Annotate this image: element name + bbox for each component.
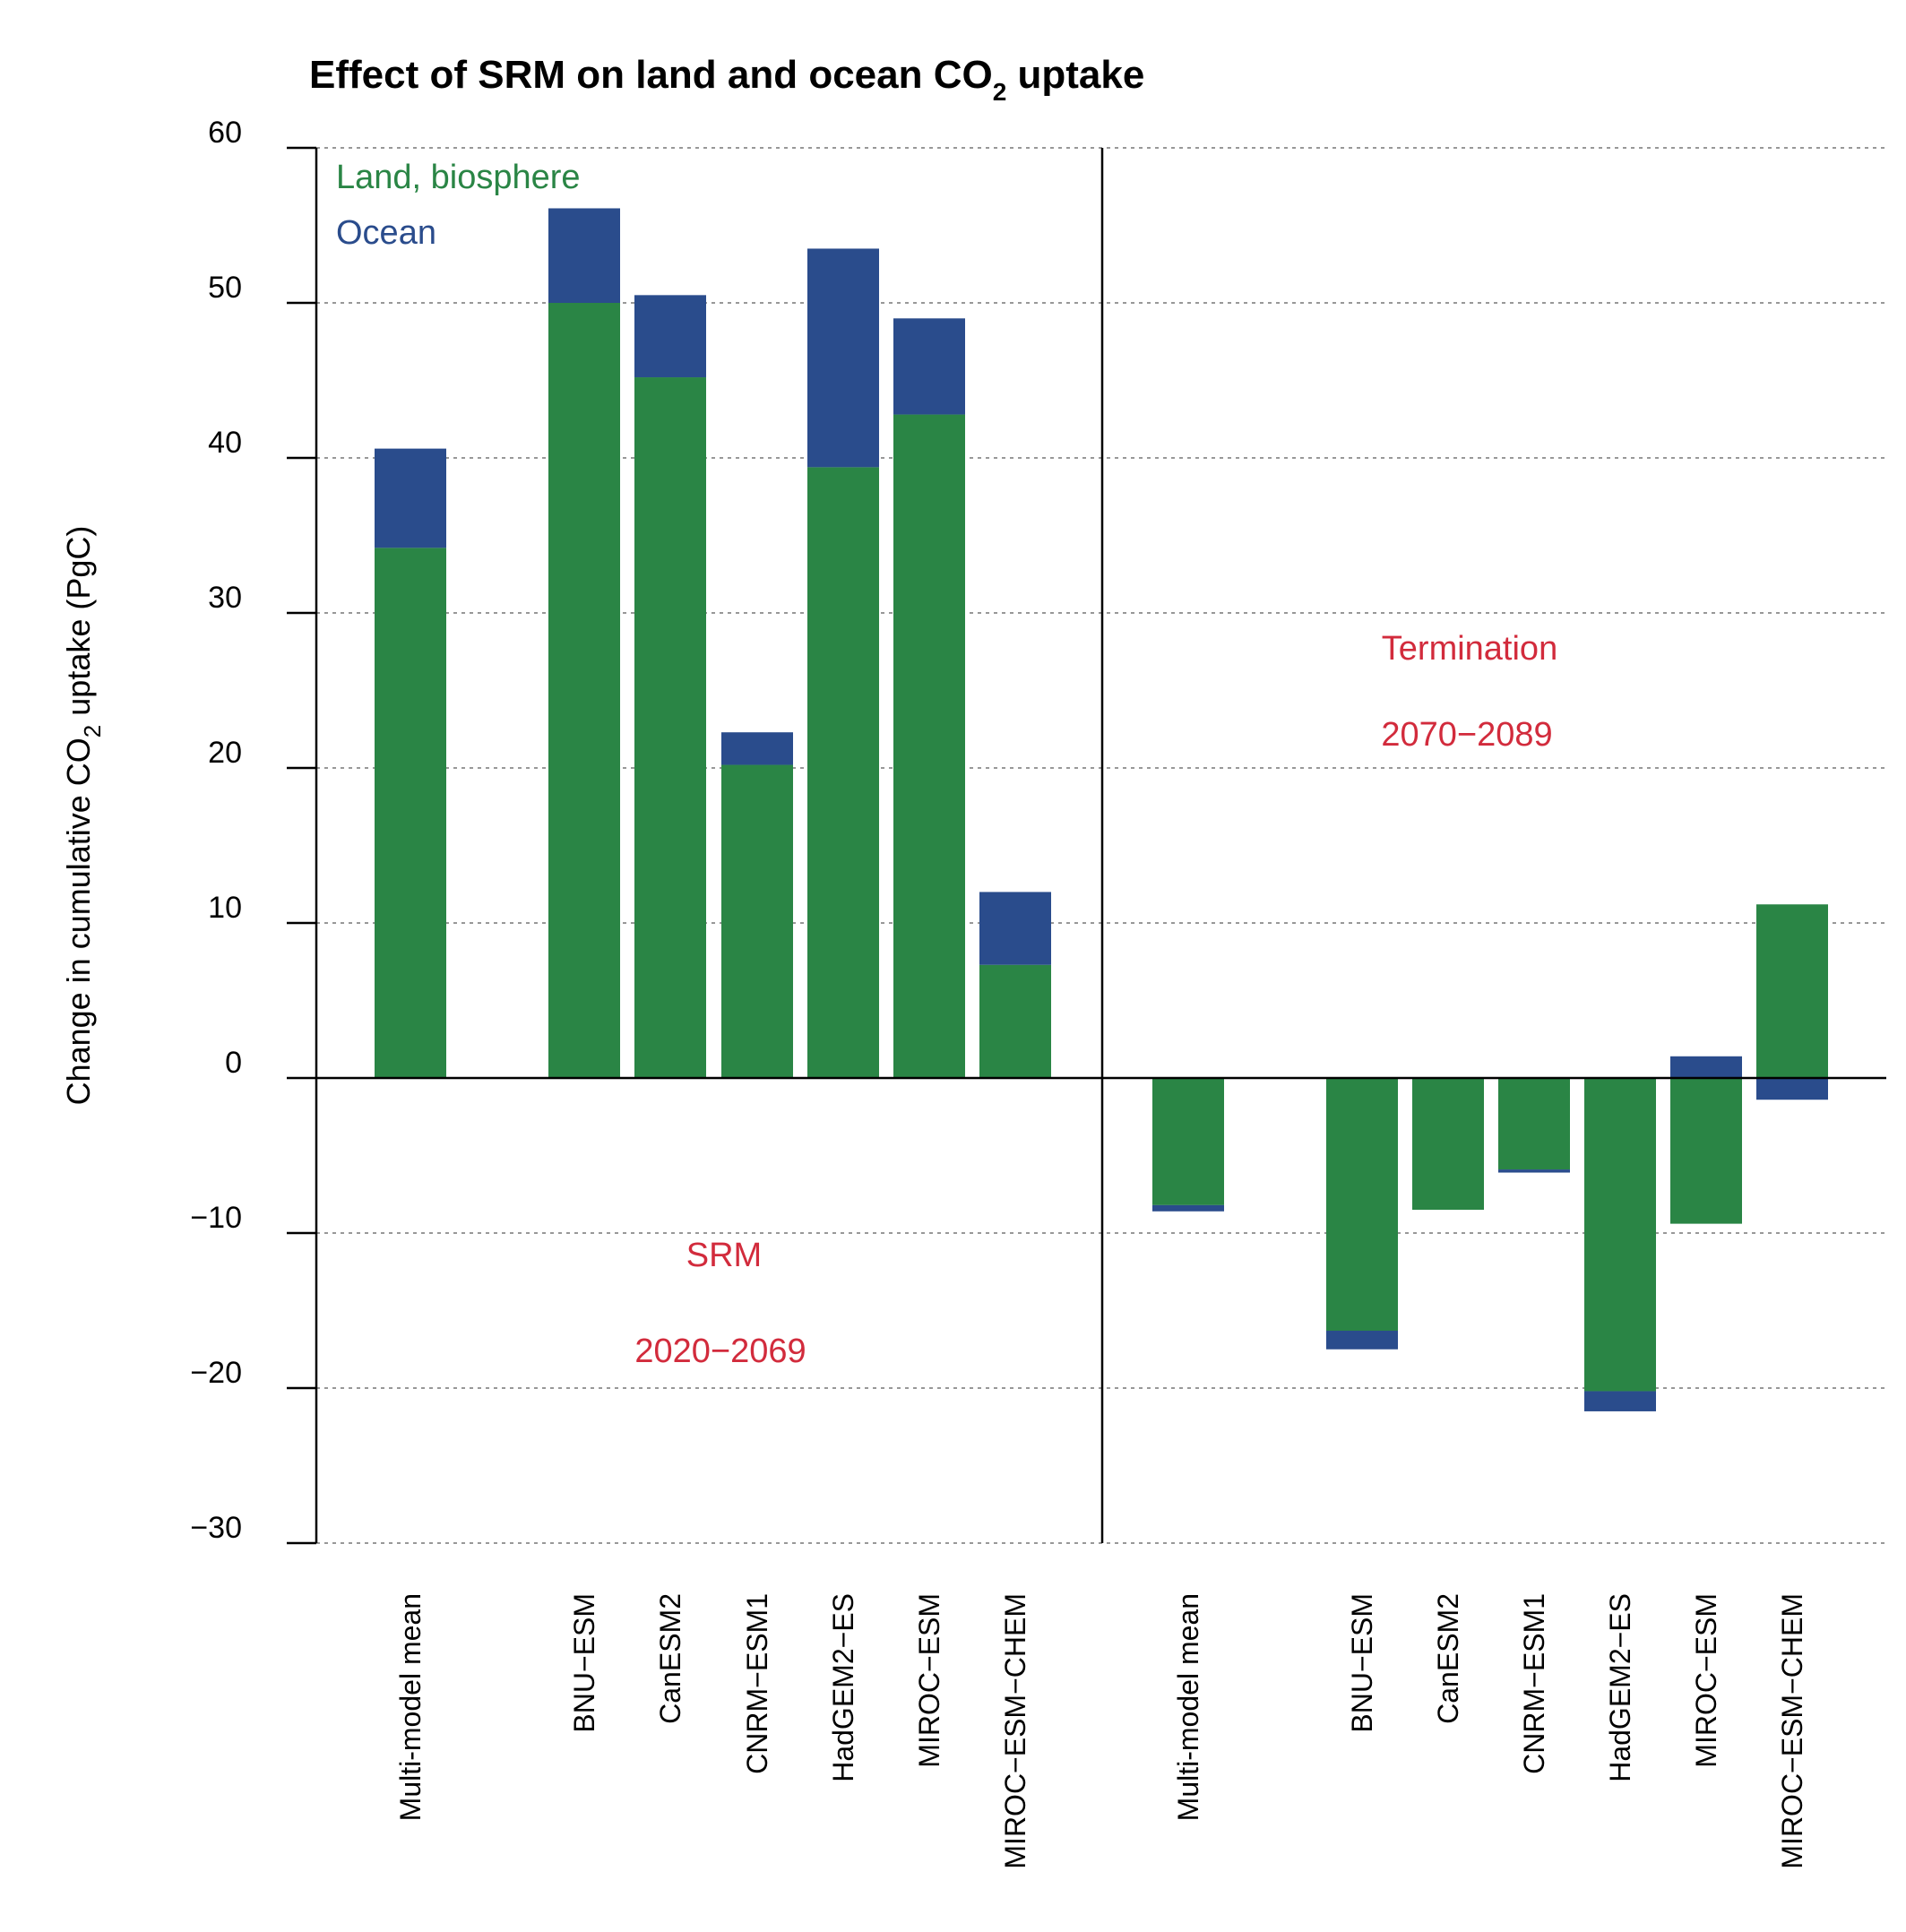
x-category-label: HadGEM2−ES (1604, 1593, 1636, 1782)
x-category-label: CanESM2 (654, 1593, 686, 1724)
bar-ocean (893, 318, 965, 415)
y-tick-label: 40 (208, 426, 242, 460)
y-tick-label: 60 (208, 116, 242, 150)
bar-ocean (721, 732, 793, 765)
x-category-label: MIROC−ESM (913, 1593, 945, 1768)
srm-period-label: 2020−2069 (634, 1333, 806, 1370)
bars (375, 208, 1828, 1411)
bar-land (979, 964, 1051, 1078)
chart-title-tail: uptake (1006, 53, 1144, 97)
y-axis: 60 50 40 30 20 10 0 −10 −20 −30 (190, 116, 316, 1545)
y-tick-label: 10 (208, 891, 242, 925)
bar-ocean (1584, 1391, 1656, 1411)
bar-land (807, 467, 879, 1078)
x-category-label: CNRM−ESM1 (1518, 1593, 1550, 1774)
termination-panel-label: Termination (1382, 630, 1557, 668)
bar-ocean (1670, 1056, 1742, 1078)
bar-ocean (548, 208, 620, 303)
y-tick-label: 0 (225, 1046, 242, 1080)
bar-land (375, 548, 446, 1078)
bar-land (1498, 1078, 1570, 1170)
bar-land (634, 377, 706, 1078)
x-category-label: Multi-model mean (394, 1593, 427, 1821)
bar-land (1326, 1078, 1398, 1331)
y-axis-label-subscript: 2 (79, 725, 106, 737)
bar-ocean (1756, 1078, 1828, 1100)
y-tick-label: −30 (190, 1511, 242, 1545)
x-category-label: MIROC−ESM−CHEM (1776, 1593, 1808, 1869)
x-category-label: HadGEM2−ES (827, 1593, 859, 1782)
bar-ocean (1152, 1204, 1224, 1212)
x-category-label: CanESM2 (1432, 1593, 1464, 1724)
termination-period-label: 2070−2089 (1381, 716, 1552, 754)
bar-ocean (375, 448, 446, 548)
x-category-label: Multi-model mean (1172, 1593, 1204, 1821)
chart-title-main: Effect of SRM on land and ocean CO (309, 53, 993, 97)
bar-ocean (634, 295, 706, 378)
x-axis-labels: Multi-model mean BNU−ESM CanESM2 CNRM−ESM1 H… (394, 1593, 1808, 1869)
y-tick-label: 20 (208, 736, 242, 770)
x-category-label: BNU−ESM (568, 1593, 600, 1733)
bar-ocean (979, 892, 1051, 965)
bar-land (548, 303, 620, 1078)
bar-land (893, 414, 965, 1078)
bar-ocean (807, 248, 879, 468)
x-category-label: BNU−ESM (1346, 1593, 1378, 1733)
x-category-label: MIROC−ESM−CHEM (999, 1593, 1031, 1869)
bar-land (1412, 1078, 1484, 1211)
legend-ocean-label: Ocean (336, 214, 436, 252)
y-tick-label: 50 (208, 271, 242, 305)
y-axis-label-main: Change in cumulative CO (60, 737, 97, 1105)
bar-land (721, 764, 793, 1078)
bar-land (1756, 904, 1828, 1078)
y-tick-label: −10 (190, 1201, 242, 1235)
bar-ocean (1326, 1330, 1398, 1350)
x-category-label: CNRM−ESM1 (741, 1593, 773, 1774)
bar-ocean (1498, 1169, 1570, 1173)
x-category-label: MIROC−ESM (1690, 1593, 1722, 1768)
bar-land (1670, 1078, 1742, 1224)
srm-panel-label: SRM (686, 1237, 762, 1274)
y-tick-label: −20 (190, 1356, 242, 1390)
y-axis-label: Change in cumulative CO2 uptake (PgC) (60, 526, 106, 1106)
legend-land-label: Land, biosphere (336, 159, 581, 196)
chart-title-subscript: 2 (993, 78, 1007, 106)
bar-land (1584, 1078, 1656, 1392)
y-axis-label-tail: uptake (PgC) (60, 526, 97, 725)
y-tick-label: 30 (208, 581, 242, 615)
chart-title: Effect of SRM on land and ocean CO2 upta… (309, 53, 1144, 106)
bar-land (1152, 1078, 1224, 1205)
